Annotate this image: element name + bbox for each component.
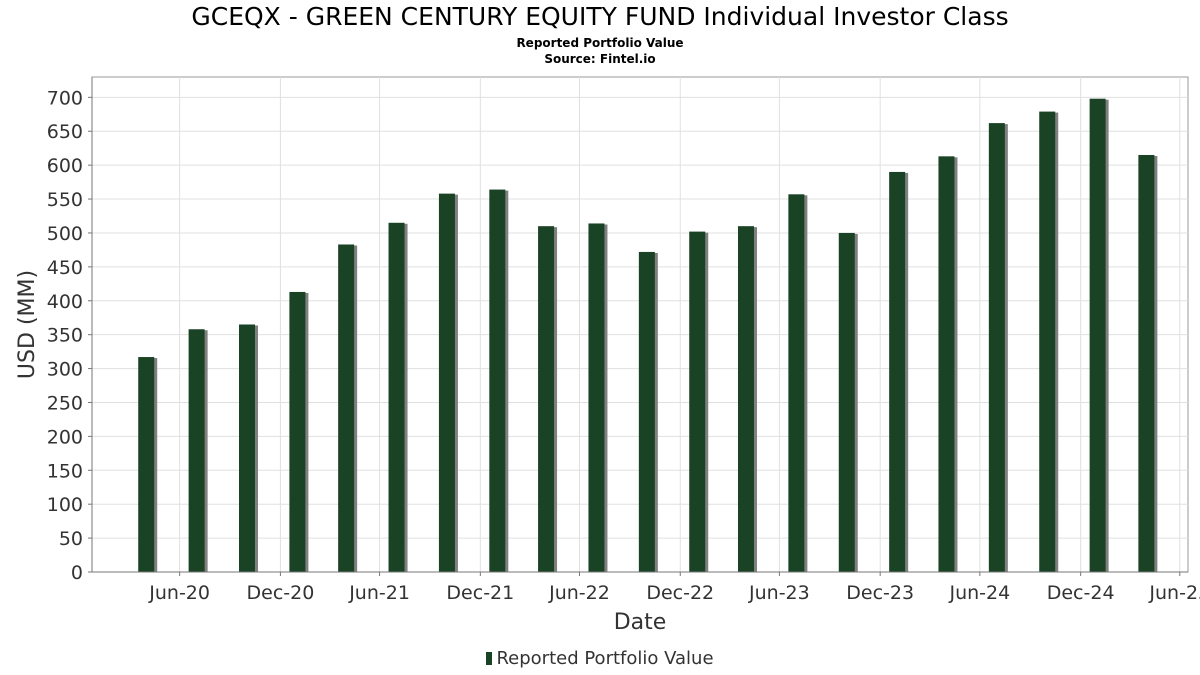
legend-label: Reported Portfolio Value <box>496 648 714 669</box>
bar <box>1089 98 1106 572</box>
bar <box>938 156 955 572</box>
bar <box>889 171 906 572</box>
bar <box>588 223 605 572</box>
x-tick-label: Jun-25 <box>1148 582 1200 604</box>
chart-subtitle: Reported Portfolio Value <box>516 36 684 50</box>
bar <box>1039 111 1056 573</box>
y-tick-label: 450 <box>47 257 83 279</box>
bar <box>239 324 256 572</box>
x-tick-label: Dec-20 <box>247 582 315 604</box>
bar <box>737 226 754 572</box>
bar <box>638 251 655 573</box>
y-axis-title: USD (MM) <box>15 270 40 379</box>
y-tick-label: 200 <box>47 426 83 448</box>
legend-swatch <box>486 652 493 665</box>
y-tick-label: 50 <box>59 528 83 550</box>
y-tick-label: 150 <box>47 460 83 482</box>
y-tick-label: 300 <box>47 359 83 381</box>
x-tick-label: Dec-24 <box>1047 582 1115 604</box>
bar <box>289 291 306 572</box>
y-tick-label: 500 <box>47 223 83 245</box>
y-tick-label: 250 <box>47 392 83 414</box>
y-tick-label: 100 <box>47 494 83 516</box>
x-tick-label: Jun-21 <box>348 582 410 604</box>
x-axis-title: Date <box>614 610 667 635</box>
bar <box>538 226 555 572</box>
chart-title: GCEQX - GREEN CENTURY EQUITY FUND Indivi… <box>191 2 1009 31</box>
y-tick-label: 350 <box>47 325 83 347</box>
bar <box>788 194 805 572</box>
x-tick-label: Jun-23 <box>748 582 810 604</box>
y-tick-label: 400 <box>47 291 83 313</box>
bar <box>489 189 506 572</box>
y-tick-label: 550 <box>47 189 83 211</box>
x-tick-label: Jun-20 <box>148 582 210 604</box>
bar <box>838 232 855 572</box>
bar <box>388 222 405 573</box>
y-tick-label: 700 <box>47 87 83 109</box>
bar <box>988 123 1005 572</box>
x-tick-label: Dec-22 <box>646 582 714 604</box>
bar <box>689 231 706 573</box>
bar <box>1138 154 1155 573</box>
bar <box>188 329 205 572</box>
chart-source: Source: Fintel.io <box>544 52 656 66</box>
y-tick-label: 0 <box>71 562 83 584</box>
legend: Reported Portfolio Value <box>0 648 1200 669</box>
y-tick-label: 600 <box>47 155 83 177</box>
y-tick-label: 650 <box>47 121 83 143</box>
bar <box>138 357 155 572</box>
bar <box>338 244 355 572</box>
bar <box>438 193 455 573</box>
x-tick-label: Dec-21 <box>446 582 514 604</box>
x-tick-label: Jun-22 <box>548 582 610 604</box>
x-tick-label: Jun-24 <box>948 582 1010 604</box>
x-tick-label: Dec-23 <box>846 582 914 604</box>
